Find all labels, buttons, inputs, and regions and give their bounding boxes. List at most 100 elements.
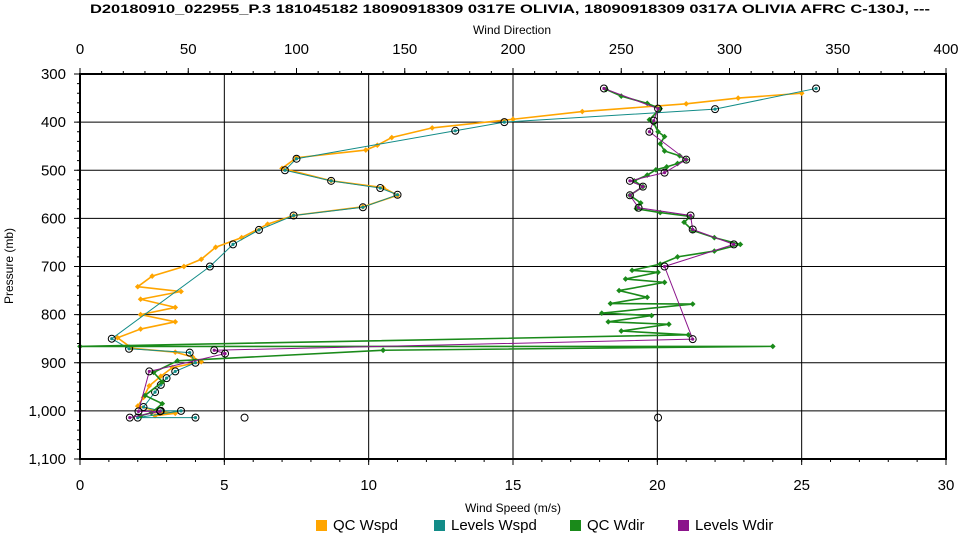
top-axis-title: Wind Direction: [473, 23, 551, 37]
level-point-core: [453, 129, 457, 133]
level-point: [812, 84, 821, 93]
series-levels-wspd: [107, 84, 821, 422]
legend-label: Levels Wdir: [695, 517, 773, 534]
qc-point: [579, 108, 586, 115]
qc-point: [510, 116, 516, 123]
x2-tick-label: 100: [284, 41, 309, 58]
qc-point: [661, 148, 668, 154]
level-point: [660, 168, 669, 177]
x2-tick-label: 0: [76, 41, 84, 58]
y-tick-label: 1,000: [28, 403, 66, 420]
level-point: [162, 374, 171, 383]
axis-ticks: 0 5 10 15 20 25 300 50 100 150 200 250 300 350 4003004…: [28, 41, 958, 494]
bottom-axis-title: Wind Speed (m/s): [465, 501, 561, 515]
qc-point: [629, 267, 635, 274]
qc-point: [661, 133, 668, 140]
qc-point: [685, 332, 692, 338]
level-point: [500, 118, 509, 127]
level-point-core: [179, 409, 183, 413]
qc-point: [622, 276, 629, 282]
qc-point: [388, 134, 395, 141]
qc-point: [618, 328, 625, 334]
level-point-core: [732, 242, 736, 246]
x-tick-label: 0: [76, 477, 84, 494]
level-point-core: [193, 361, 198, 365]
y-tick-label: 300: [41, 66, 66, 83]
level-point: [210, 346, 219, 355]
level-point: [156, 407, 165, 416]
level-point-core: [628, 193, 632, 197]
level-point-core: [231, 242, 235, 246]
y-tick-label: 900: [41, 355, 66, 372]
qc-point: [653, 166, 659, 173]
x-tick-label: 25: [793, 477, 810, 494]
level-point-core: [647, 130, 651, 134]
qc-point: [146, 383, 153, 389]
level-point-core: [662, 171, 667, 175]
level-point: [393, 190, 402, 199]
qc-point: [657, 140, 664, 147]
level-point: [185, 348, 194, 357]
series-line-levels-wspd: [110, 87, 817, 419]
y-tick-label: 700: [41, 259, 66, 276]
level-point-core: [292, 213, 296, 218]
level-point-core: [223, 352, 227, 356]
level-point-core: [158, 409, 162, 413]
y-tick-label: 400: [41, 114, 66, 131]
y-tick-label: 500: [41, 162, 66, 179]
legend: QC Wspd Levels Wspd QC Wdir Levels Wdir: [316, 517, 773, 534]
qc-point: [661, 279, 668, 286]
qc-point: [362, 147, 369, 153]
y-tick-label: 800: [41, 307, 66, 324]
qc-point: [674, 254, 681, 260]
qc-point: [198, 256, 205, 263]
standalone-marker: [654, 413, 663, 422]
qc-point: [134, 283, 141, 290]
series-line-qc-wdir: [79, 88, 773, 417]
level-point-core: [329, 179, 333, 183]
qc-point: [114, 334, 121, 341]
level-point: [688, 225, 697, 234]
qc-point: [644, 294, 651, 301]
level-point-core: [502, 120, 506, 124]
level-point: [280, 166, 289, 175]
qc-point: [149, 273, 155, 279]
level-point: [599, 84, 608, 93]
level-point: [221, 349, 230, 358]
x-tick-label: 20: [649, 477, 666, 494]
level-point-core: [684, 158, 688, 162]
level-point-core: [656, 107, 660, 111]
series-line-qc-wspd: [115, 92, 802, 417]
x-tick-label: 30: [938, 477, 955, 494]
level-point-core: [602, 86, 606, 91]
level-point: [292, 154, 301, 163]
qc-point: [735, 95, 741, 101]
y-tick-label: 1,100: [28, 451, 66, 468]
level-point-core: [294, 157, 299, 161]
series-layer: [77, 84, 821, 422]
qc-point: [683, 101, 690, 107]
qc-point: [137, 296, 144, 303]
level-point-core: [147, 369, 151, 374]
series-line-levels-wdir: [129, 87, 736, 419]
level-point-core: [283, 168, 287, 172]
qc-point: [605, 319, 612, 325]
level-point: [625, 176, 634, 185]
level-point-core: [173, 369, 177, 374]
chart-title: D20180910_022955_P.3 181045182 180909183…: [90, 2, 930, 16]
grid-lines: [80, 74, 946, 459]
qc-point: [676, 152, 683, 159]
legend-label: QC Wspd: [333, 517, 398, 534]
level-point-core: [395, 193, 400, 197]
level-point: [376, 184, 385, 193]
qc-point: [655, 269, 661, 276]
qc-point: [181, 263, 187, 270]
x2-tick-label: 200: [500, 41, 525, 58]
level-point-core: [212, 348, 216, 352]
standalone-marker: [240, 413, 249, 422]
level-point-core: [378, 186, 382, 190]
level-point: [327, 176, 336, 185]
level-point-core: [127, 347, 131, 351]
level-point-core: [713, 107, 717, 111]
level-point: [145, 367, 154, 376]
